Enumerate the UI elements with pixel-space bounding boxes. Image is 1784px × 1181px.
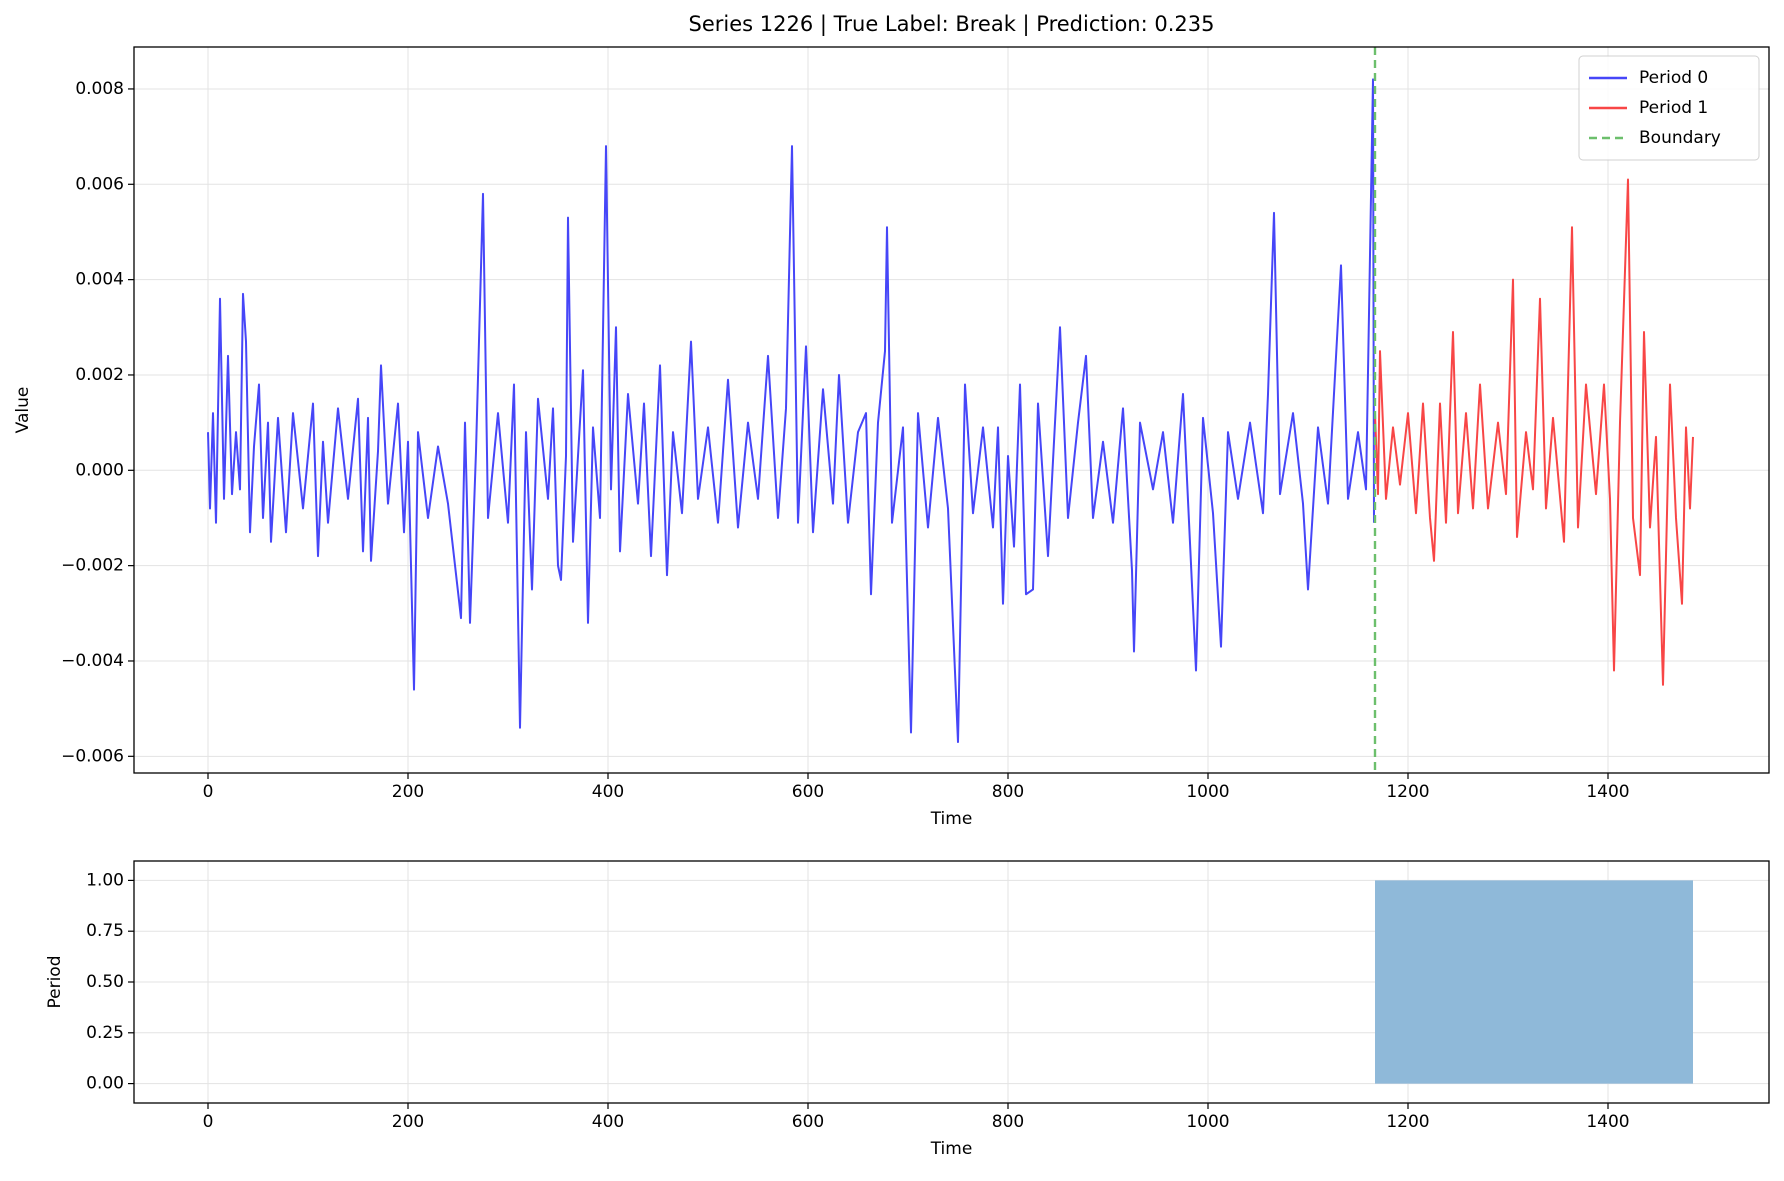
x-tick-label: 200: [392, 782, 424, 802]
axes-frame: [133, 46, 1770, 774]
y-tick-label: 0.006: [75, 174, 124, 194]
x-tick-label: 600: [792, 1112, 824, 1132]
chart-title: Series 1226 | True Label: Break | Predic…: [689, 12, 1215, 37]
x-tick-label: 1400: [1586, 782, 1629, 802]
y-tick-label: 0.00: [86, 1074, 124, 1094]
legend-label: Period 1: [1639, 98, 1708, 118]
y-tick-label: 0.25: [86, 1023, 124, 1043]
series-line: [1374, 178, 1694, 686]
y-tick-label: 1.00: [86, 870, 124, 890]
area-fill: [1375, 880, 1693, 1084]
series-line: [207, 78, 1375, 744]
x-tick-label: 400: [592, 1112, 624, 1132]
plot-area: [1375, 880, 1693, 1084]
x-axis-label: Time: [930, 1139, 973, 1159]
y-tick-label: 0.000: [75, 460, 124, 480]
x-tick-label: 400: [592, 782, 624, 802]
plot-area: [207, 47, 1694, 773]
x-tick-label: 1000: [1186, 1112, 1229, 1132]
legend-label: Boundary: [1639, 128, 1721, 148]
x-tick-label: 1400: [1586, 1112, 1629, 1132]
y-tick-label: 0.008: [75, 79, 124, 99]
x-axis-label: Time: [930, 809, 973, 829]
y-axis-label: Value: [13, 387, 33, 434]
x-tick-label: 1000: [1186, 782, 1229, 802]
x-tick-label: 0: [203, 782, 214, 802]
x-tick-label: 600: [792, 782, 824, 802]
x-tick-label: 1200: [1386, 782, 1429, 802]
y-tick-label: −0.006: [61, 746, 124, 766]
y-tick-label: 0.50: [86, 972, 124, 992]
x-tick-label: 800: [992, 1112, 1024, 1132]
y-tick-label: 0.004: [75, 270, 124, 290]
legend-box: [1578, 55, 1760, 161]
x-tick-label: 0: [203, 1112, 214, 1132]
y-tick-label: −0.002: [61, 556, 124, 576]
legend-label: Period 0: [1639, 68, 1708, 88]
axes-frame: [133, 860, 1770, 1104]
y-tick-label: 0.75: [86, 921, 124, 941]
legend: Period 0 Period 1 Boundary: [1578, 55, 1760, 161]
y-tick-label: 0.002: [75, 365, 124, 385]
x-tick-label: 200: [392, 1112, 424, 1132]
x-tick-label: 1200: [1386, 1112, 1429, 1132]
x-tick-label: 800: [992, 782, 1024, 802]
y-axis-label: Period: [45, 955, 65, 1008]
y-tick-label: −0.004: [61, 651, 124, 671]
